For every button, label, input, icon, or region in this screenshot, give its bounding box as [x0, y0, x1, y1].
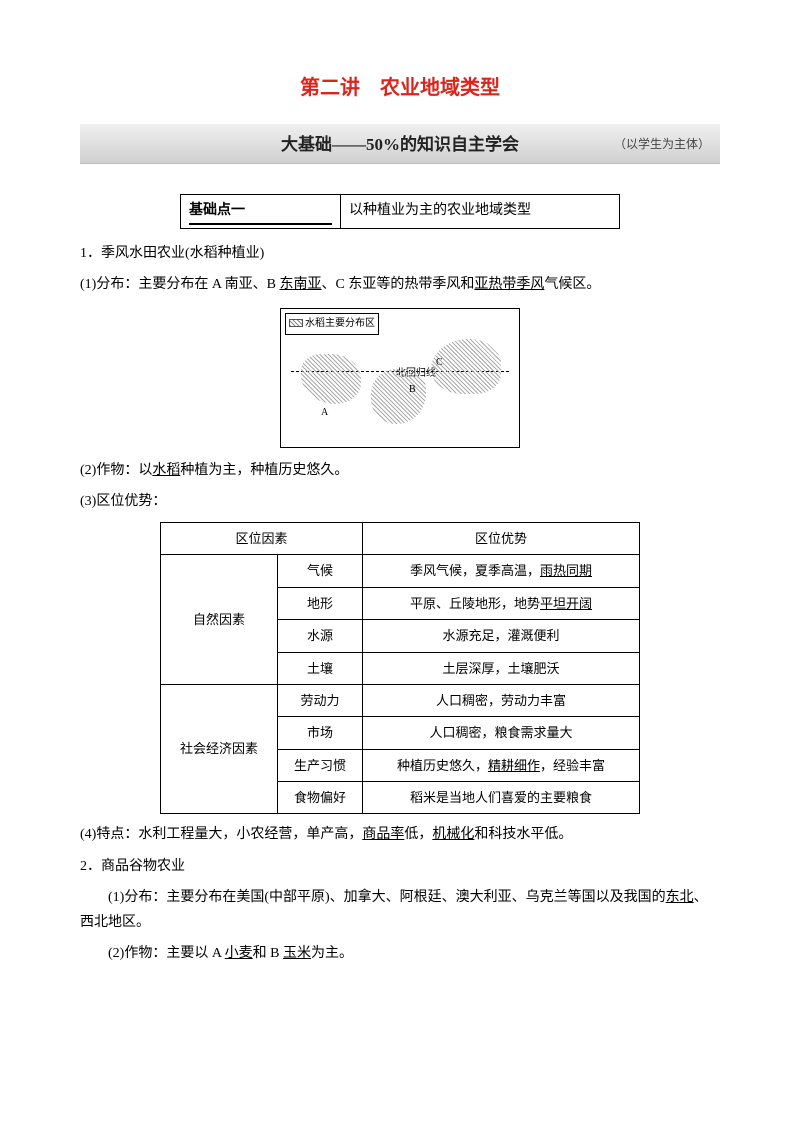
- legend-text: 水稻主要分布区: [305, 318, 375, 329]
- text: (1)分布：主要分布在 A 南亚、B: [80, 277, 280, 292]
- text: 低，: [404, 827, 432, 842]
- table-cell: 人口稠密，劳动力丰富: [362, 684, 639, 716]
- text: 气候区。: [544, 277, 600, 292]
- text: (4)特点：水利工程量大，小农经营，单产高，: [80, 827, 362, 842]
- table-cell: 食物偏好: [277, 782, 362, 814]
- page-title: 第二讲 农业地域类型: [80, 70, 720, 106]
- text: ，经验丰富: [540, 758, 605, 773]
- banner: 大基础——50%的知识自主学会 （以学生为主体）: [80, 124, 720, 164]
- text: 季风气候，夏季高温，: [410, 563, 540, 578]
- map-label-b: B: [409, 381, 416, 399]
- table-cell: 季风气候，夏季高温，雨热同期: [362, 555, 639, 587]
- sec1-p2: (2)作物：以水稻种植为主，种植历史悠久。: [80, 458, 720, 483]
- underline-text: 商品率: [362, 827, 404, 842]
- table-row: 社会经济因素 劳动力 人口稠密，劳动力丰富: [161, 684, 640, 716]
- table-row: 自然因素 气候 季风气候，夏季高温，雨热同期: [161, 555, 640, 587]
- text: (1)分布：主要分布在美国(中部平原)、加拿大、阿根廷、澳大利亚、乌克兰等国以及…: [108, 890, 666, 905]
- table-cell: 平原、丘陵地形，地势平坦开阔: [362, 587, 639, 619]
- table-cell: 人口稠密，粮食需求量大: [362, 717, 639, 749]
- table-cell: 稻米是当地人们喜爱的主要粮食: [362, 782, 639, 814]
- foundation-box: 基础点一 以种植业为主的农业地域类型: [180, 194, 620, 229]
- text: 种植历史悠久，: [397, 758, 488, 773]
- advantage-table: 区位因素 区位优势 自然因素 气候 季风气候，夏季高温，雨热同期 地形 平原、丘…: [160, 522, 640, 815]
- table-cell: 种植历史悠久，精耕细作，经验丰富: [362, 749, 639, 781]
- table-header-row: 区位因素 区位优势: [161, 522, 640, 554]
- legend-swatch: [289, 319, 303, 327]
- table-header: 区位因素: [161, 522, 363, 554]
- underline-text: 机械化: [432, 827, 474, 842]
- sec2-p1: (1)分布：主要分布在美国(中部平原)、加拿大、阿根廷、澳大利亚、乌克兰等国以及…: [80, 885, 720, 935]
- underline-text: 玉米: [283, 946, 311, 961]
- table-cell: 土层深厚，土壤肥沃: [362, 652, 639, 684]
- table-cell: 生产习惯: [277, 749, 362, 781]
- sec2-heading: 2．商品谷物农业: [80, 854, 720, 879]
- text: 平原、丘陵地形，地势: [410, 596, 540, 611]
- underline-text: 精耕细作: [488, 758, 540, 773]
- foundation-topic: 以种植业为主的农业地域类型: [341, 195, 619, 228]
- table-cell: 水源充足，灌溉便利: [362, 620, 639, 652]
- underline-text: 东北: [666, 890, 694, 905]
- table-group-label: 自然因素: [161, 555, 278, 685]
- text: 种植为主，种植历史悠久。: [180, 463, 348, 478]
- map-label-a: A: [321, 404, 328, 422]
- map-region-a: [301, 354, 361, 404]
- underline-text: 平坦开阔: [540, 596, 592, 611]
- table-cell: 市场: [277, 717, 362, 749]
- table-cell: 水源: [277, 620, 362, 652]
- text: (2)作物：主要以 A: [108, 946, 225, 961]
- map-label-c: C: [436, 354, 443, 372]
- sec1-p1: (1)分布：主要分布在 A 南亚、B 东南亚、C 东亚等的热带季风和亚热带季风气…: [80, 272, 720, 297]
- table-header: 区位优势: [362, 522, 639, 554]
- sec1-p4: (4)特点：水利工程量大，小农经营，单产高，商品率低，机械化和科技水平低。: [80, 822, 720, 847]
- foundation-label-text: 基础点一: [189, 198, 332, 225]
- text: (2)作物：以: [80, 463, 152, 478]
- underline-text: 亚热带季风: [474, 277, 544, 292]
- text: 、C 东亚等的热带季风和: [322, 277, 475, 292]
- sec1-heading: 1．季风水田农业(水稻种植业): [80, 241, 720, 266]
- text: 为主。: [311, 946, 353, 961]
- table-group-label: 社会经济因素: [161, 684, 278, 814]
- text: 和 B: [253, 946, 283, 961]
- underline-text: 东南亚: [280, 277, 322, 292]
- foundation-label: 基础点一: [181, 195, 341, 228]
- map-legend: 水稻主要分布区: [285, 313, 379, 335]
- table-cell: 土壤: [277, 652, 362, 684]
- banner-main: 大基础——50%的知识自主学会: [281, 130, 519, 161]
- map-figure: 水稻主要分布区 北回归线 A B C: [280, 308, 520, 448]
- text: 和科技水平低。: [474, 827, 572, 842]
- map-region-b: [371, 369, 426, 424]
- table-cell: 劳动力: [277, 684, 362, 716]
- underline-text: 小麦: [225, 946, 253, 961]
- table-cell: 地形: [277, 587, 362, 619]
- table-cell: 气候: [277, 555, 362, 587]
- sec1-p3: (3)区位优势：: [80, 489, 720, 514]
- underline-text: 雨热同期: [540, 563, 592, 578]
- banner-sub: （以学生为主体）: [614, 134, 710, 156]
- sec2-p2: (2)作物：主要以 A 小麦和 B 玉米为主。: [80, 941, 720, 966]
- underline-text: 水稻: [152, 463, 180, 478]
